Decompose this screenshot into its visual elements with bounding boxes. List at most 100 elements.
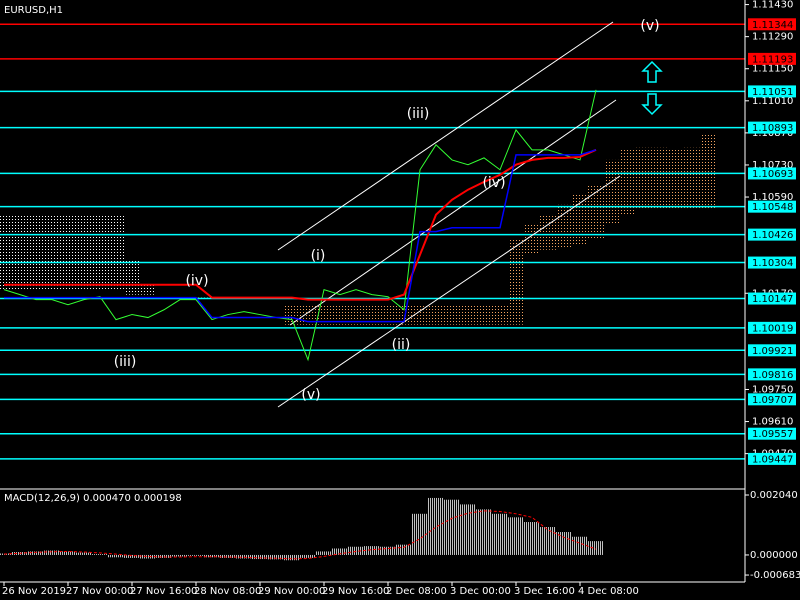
x-tick-label: 29 Nov 00:00 [258, 586, 325, 597]
arrow-down [641, 93, 663, 116]
y-tick-label: 1.09750 [752, 384, 793, 395]
macd-bar [412, 513, 428, 555]
level-label: 1.09447 [752, 454, 793, 465]
macd-bar [140, 554, 156, 559]
x-tick-label: 3 Dec 00:00 [450, 586, 511, 597]
level-label: 1.10019 [752, 323, 793, 334]
macd-bar [348, 546, 364, 555]
x-tick-label: 2 Dec 08:00 [386, 586, 447, 597]
level-label: 1.11051 [752, 87, 793, 98]
macd-bar [492, 513, 508, 555]
cloud-segment [572, 194, 588, 245]
x-tick-label: 28 Nov 08:00 [194, 586, 261, 597]
x-tick-label: 26 Nov 2019 [2, 586, 66, 597]
y-tick-label: 1.11290 [752, 32, 793, 43]
cloud-segment [540, 214, 556, 250]
macd-bar [236, 554, 252, 559]
macd-bar [76, 552, 92, 555]
cloud-segment [604, 159, 620, 225]
macd-bar [540, 527, 556, 555]
level-label: 1.09921 [752, 346, 793, 357]
cloud-segment [412, 304, 428, 325]
wave-label: (i) [311, 248, 326, 264]
cloud-segment [0, 214, 12, 290]
level-box [748, 200, 796, 213]
macd-bar [572, 536, 588, 555]
macd-label: MACD(12,26,9) 0.000470 0.000198 [4, 493, 182, 504]
cloud-segment [44, 214, 60, 290]
level-box [748, 85, 796, 98]
macd-bar [204, 554, 220, 558]
level-box [748, 368, 796, 381]
level-label: 1.11193 [752, 54, 793, 65]
cloud-segment [380, 304, 396, 325]
level-box [748, 18, 796, 31]
y-tick-label: -0.000683 [750, 570, 800, 581]
x-tick-label: 27 Nov 16:00 [130, 586, 197, 597]
cloud-segment [620, 149, 636, 215]
cloud-segment [684, 147, 700, 210]
level-label: 1.10147 [752, 294, 793, 305]
macd-bar [332, 548, 348, 555]
macd-bar [524, 522, 540, 555]
macd-bar [300, 554, 316, 558]
arrow-up [641, 60, 663, 83]
macd-bar [588, 541, 604, 555]
y-tick-label: 1.11010 [752, 96, 793, 107]
macd-bar [172, 554, 188, 557]
cloud-segment [284, 304, 300, 325]
price-line [4, 148, 597, 301]
cloud-segment [700, 134, 716, 210]
cloud-segment [476, 304, 492, 325]
chart-title: EURUSD,H1 [4, 5, 63, 16]
macd-bar [364, 546, 380, 555]
x-tick-label: 3 Dec 16:00 [514, 586, 575, 597]
x-tick-label: 4 Dec 08:00 [578, 586, 639, 597]
y-tick-label: 1.11150 [752, 64, 793, 75]
level-box [748, 393, 796, 406]
wave-label: (iv) [185, 273, 208, 289]
wave-label: (ii) [392, 337, 411, 353]
level-box [748, 256, 796, 269]
macd-bar [108, 554, 124, 558]
macd-bar [284, 554, 300, 561]
macd-bar [444, 499, 460, 555]
channel-line [277, 175, 621, 408]
cloud-segment [364, 304, 380, 325]
level-box [748, 228, 796, 241]
y-tick-label: 0.002040 [750, 490, 798, 501]
y-tick-label: 1.10590 [752, 192, 793, 203]
cloud-segment [316, 304, 332, 325]
level-label: 1.09707 [752, 395, 793, 406]
x-tick-label: 29 Nov 16:00 [322, 586, 389, 597]
y-tick-label: 0.000000 [750, 550, 798, 561]
cloud [0, 134, 716, 325]
macd-bar [380, 546, 396, 555]
level-box [748, 321, 796, 334]
macd-bar [252, 554, 268, 560]
cloud-segment [668, 149, 684, 210]
macd-bar [44, 550, 60, 555]
cloud-segment [12, 214, 28, 290]
cloud-segment [556, 204, 572, 248]
cloud-segment [124, 259, 140, 295]
macd-bar [220, 554, 236, 558]
channel [277, 21, 621, 408]
level-label: 1.10693 [752, 169, 793, 180]
cloud-segment [492, 304, 508, 325]
level-label: 1.10304 [752, 258, 793, 269]
cloud-segment [76, 214, 92, 290]
cloud-segment [332, 304, 348, 325]
levels [0, 23, 745, 460]
cloud-segment [28, 214, 44, 290]
macd-bar [556, 532, 572, 555]
wave-label: (iii) [114, 354, 137, 370]
macd-bar [428, 497, 444, 555]
wave-label: (v) [640, 18, 659, 34]
macd-bar [188, 554, 204, 556]
macd-bar [396, 544, 412, 555]
